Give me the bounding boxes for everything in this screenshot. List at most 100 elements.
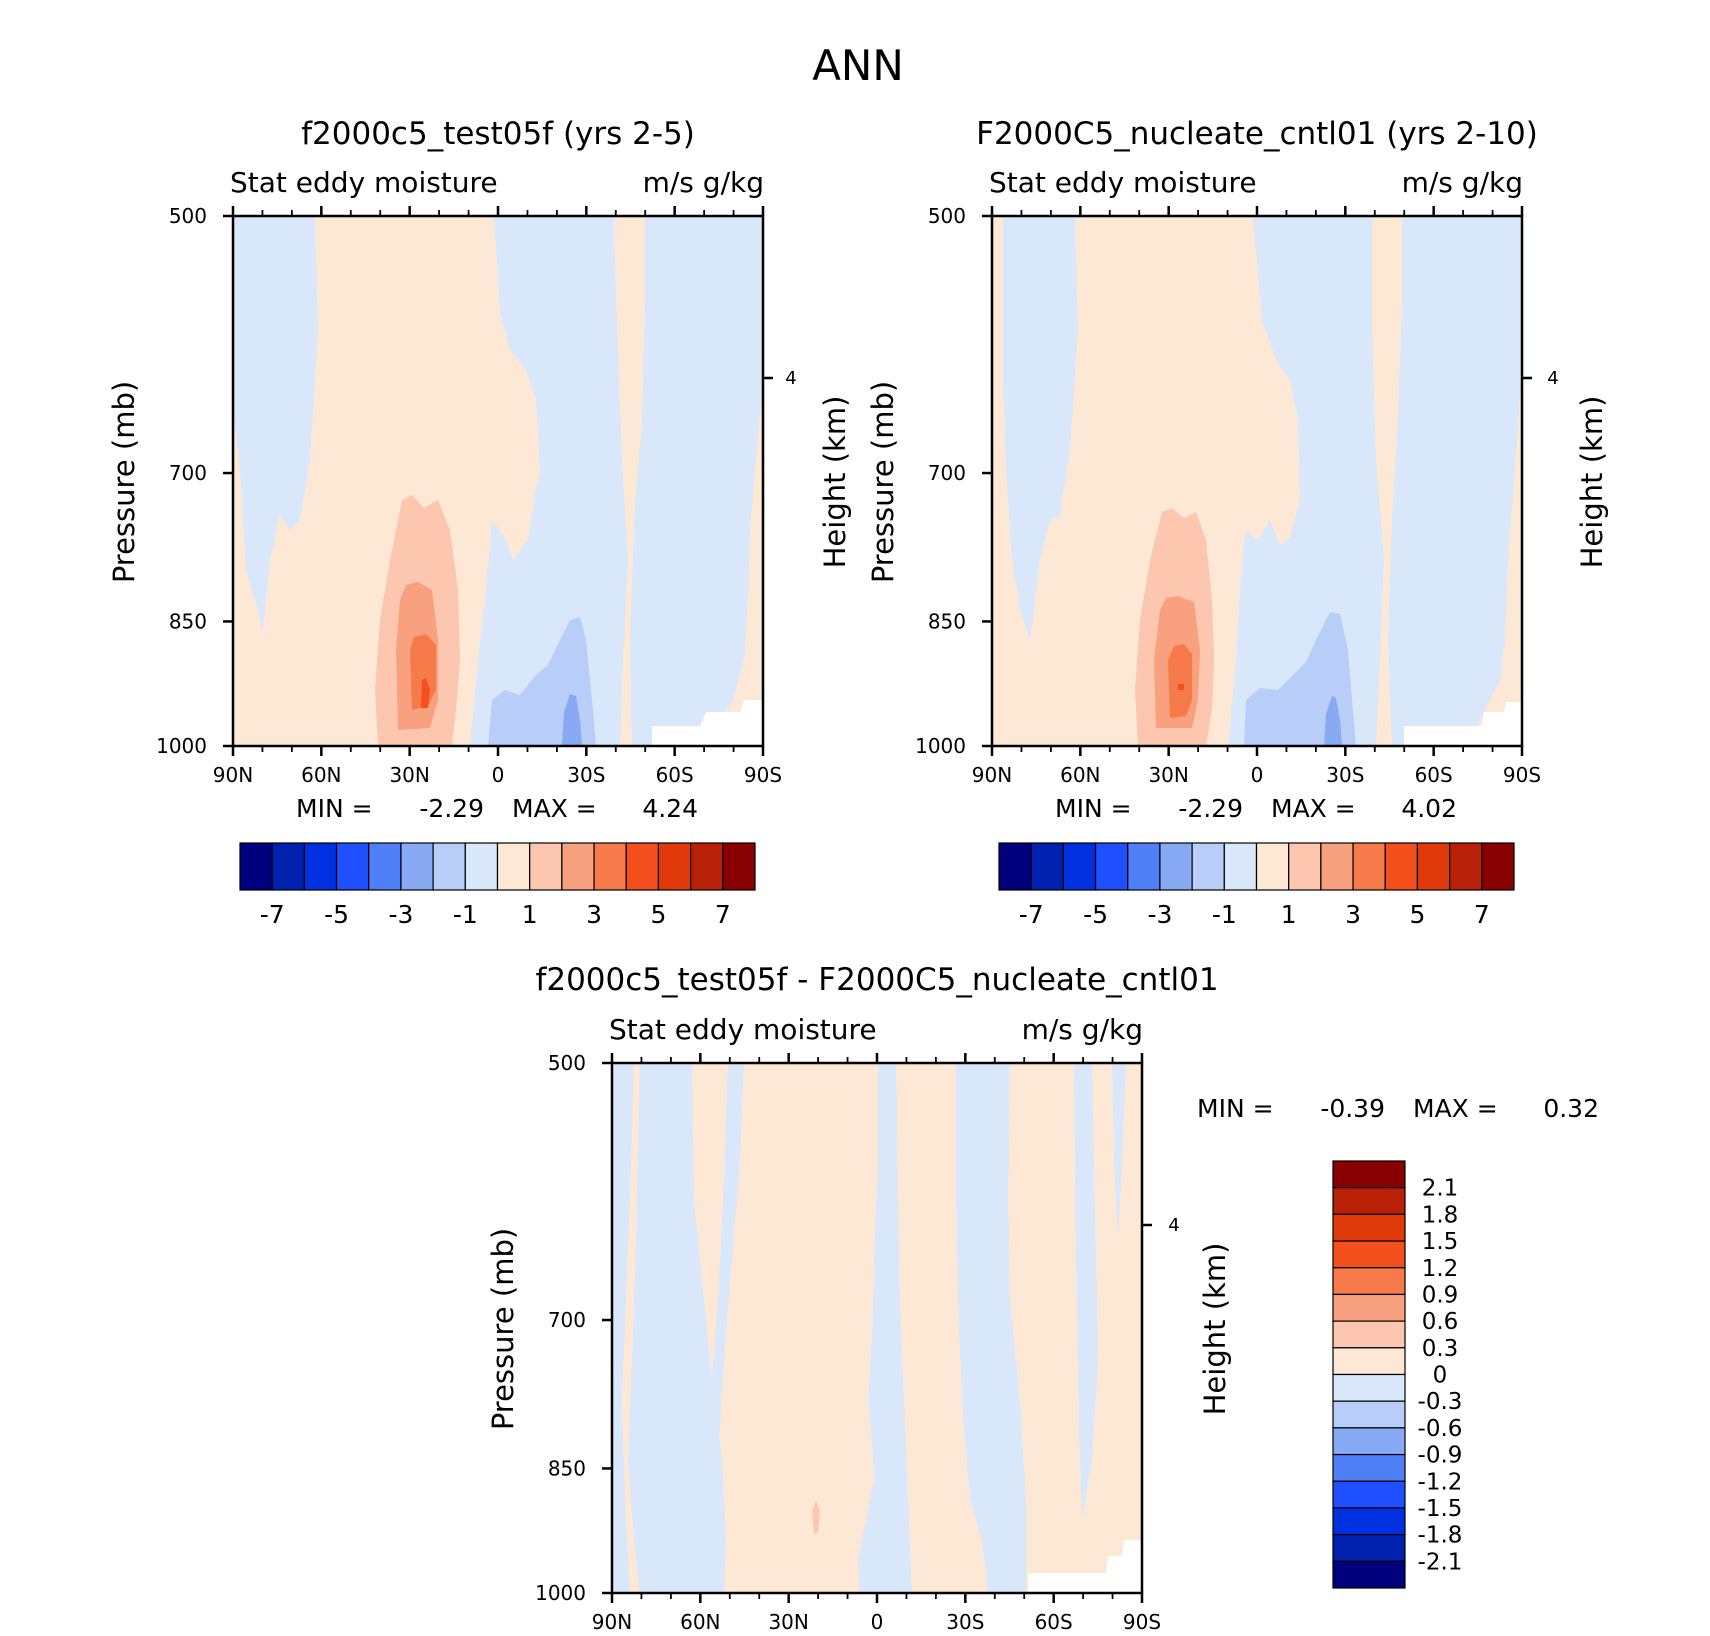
- x-tick-label: 90N: [972, 763, 1012, 787]
- panel-2-title: F2000C5_nucleate_cntl01 (yrs 2-10): [976, 116, 1538, 152]
- panel-3-negative-band-nh-mid: [628, 1063, 726, 1593]
- panel-1-y-ticks: 500 700 850 1000: [156, 204, 233, 758]
- colorbar-swatch: [1332, 1560, 1406, 1589]
- panel-2-variable-label: Stat eddy moisture: [989, 166, 1257, 199]
- colorbar-swatch: [1332, 1267, 1406, 1296]
- colorbar-swatch: [1332, 1534, 1406, 1562]
- colorbar-swatch: [1127, 842, 1161, 891]
- colorbar-swatch: [400, 842, 434, 891]
- colorbar-label: -0.9: [1418, 1443, 1463, 1469]
- colorbar-swatch: [1332, 1427, 1406, 1456]
- panel-3: f2000c5_test05f - F2000C5_nucleate_cntl0…: [486, 962, 1599, 1634]
- x-tick-label: 90N: [213, 763, 253, 787]
- x-tick-label: 0: [871, 1610, 884, 1634]
- panel-3-negative-band-85s: [1112, 1063, 1126, 1240]
- panel-2-units-label: m/s g/kg: [1402, 166, 1523, 199]
- colorbar-label: 1.5: [1422, 1229, 1459, 1255]
- x-tick-label: 60S: [1415, 763, 1453, 787]
- panel-3-height-axis: 4 Height (km): [1142, 1215, 1232, 1415]
- colorbar-label: 0.6: [1422, 1309, 1459, 1335]
- colorbar-label: -1.5: [1418, 1496, 1463, 1522]
- colorbar-swatch: [657, 842, 692, 891]
- x-tick-label: 60S: [656, 763, 694, 787]
- panel-1-max-text: MAX =: [512, 794, 597, 823]
- panel-1-units-label: m/s g/kg: [643, 166, 764, 199]
- panel-2-negative-region-sh: [1388, 216, 1522, 746]
- colorbar-swatch: [1332, 1320, 1406, 1349]
- panel-3-negative-band-eq: [858, 1063, 912, 1593]
- panel-3-max-value: 0.32: [1543, 1094, 1599, 1123]
- panel-1-colorbar: -7 -5 -3 -1 1 3 5 7: [239, 842, 756, 929]
- colorbar-label: -1.2: [1418, 1469, 1463, 1495]
- y-tick-label: 700: [548, 1308, 586, 1332]
- colorbar-swatch: [722, 842, 756, 891]
- colorbar-swatch: [690, 842, 724, 891]
- colorbar-label: 1.8: [1422, 1202, 1459, 1228]
- panel-3-y-axis-label: Pressure (mb): [486, 1228, 520, 1430]
- colorbar-swatch: [432, 842, 466, 891]
- colorbar-swatch: [593, 842, 627, 891]
- x-tick-label: 30S: [1326, 763, 1364, 787]
- colorbar-swatch: [1352, 842, 1386, 891]
- panel-1-fill-minus-2: [562, 694, 582, 746]
- panel-2-negative-region-tropics: [1228, 216, 1384, 746]
- panel-1-height-tick: 4: [785, 368, 796, 389]
- figure-title: ANN: [812, 41, 904, 90]
- panel-1-height-axis: 4 Height (km): [763, 368, 852, 568]
- panel-1: f2000c5_test05f (yrs 2-5) Stat eddy mois…: [107, 116, 852, 929]
- panel-2-max-text: MAX =: [1271, 794, 1356, 823]
- colorbar-swatch: [1384, 842, 1419, 891]
- panel-2-contours: [992, 216, 1522, 746]
- panel-3-variable-label: Stat eddy moisture: [609, 1013, 877, 1046]
- y-tick-label: 700: [169, 461, 207, 485]
- colorbar-label: -1: [453, 900, 478, 929]
- colorbar-swatch: [1062, 842, 1097, 891]
- x-tick-label: 90S: [744, 763, 782, 787]
- panel-1-min-value: -2.29: [419, 794, 484, 823]
- panel-3-title: f2000c5_test05f - F2000C5_nucleate_cntl0…: [535, 962, 1218, 998]
- panel-1-height-axis-label: Height (km): [818, 396, 852, 569]
- panel-1-variable-label: Stat eddy moisture: [230, 166, 498, 199]
- colorbar-label: -7: [1019, 900, 1044, 929]
- colorbar-label: -5: [324, 900, 349, 929]
- panel-1-x-ticks: 90N 60N 30N 0 30S 60S 90S: [213, 206, 782, 787]
- panel-3-height-axis-label: Height (km): [1198, 1243, 1232, 1416]
- colorbar-label: -2.1: [1418, 1549, 1463, 1575]
- x-tick-label: 60N: [680, 1610, 720, 1634]
- panel-3-colorbar: 2.11.81.51.20.90.60.30-0.3-0.6-0.9-1.2-1…: [1332, 1160, 1463, 1589]
- panel-1-title: f2000c5_test05f (yrs 2-5): [301, 116, 695, 152]
- colorbar-swatch: [1255, 842, 1290, 891]
- panel-3-max-text: MAX =: [1413, 1094, 1498, 1123]
- panel-1-missing-data: [652, 700, 763, 746]
- colorbar-label: 5: [650, 900, 666, 929]
- colorbar-swatch: [1332, 1480, 1406, 1509]
- colorbar-swatch: [1332, 1240, 1406, 1269]
- panel-3-height-tick: 4: [1168, 1215, 1179, 1236]
- panel-2-height-axis: 4 Height (km): [1522, 368, 1609, 568]
- panel-1-min-text: MIN =: [296, 794, 373, 823]
- x-tick-label: 90S: [1123, 1610, 1161, 1634]
- colorbar-label: 3: [586, 900, 602, 929]
- colorbar-swatch: [1332, 1453, 1406, 1482]
- colorbar-label: -3: [388, 900, 413, 929]
- y-tick-label: 1000: [156, 734, 207, 758]
- y-tick-label: 850: [169, 609, 207, 633]
- panel-2-max-value: 4.02: [1401, 794, 1457, 823]
- y-tick-label: 1000: [915, 734, 966, 758]
- y-tick-label: 850: [548, 1456, 586, 1480]
- colorbar-swatch: [625, 842, 660, 891]
- colorbar-swatch: [464, 842, 499, 891]
- colorbar-swatch: [1191, 842, 1225, 891]
- colorbar-label: 2.1: [1422, 1176, 1459, 1202]
- panel-3-fill-plus-1-spot: [812, 1500, 820, 1534]
- x-tick-label: 30N: [1148, 763, 1188, 787]
- colorbar-label: -1.8: [1418, 1523, 1463, 1549]
- colorbar-swatch: [561, 842, 595, 891]
- panel-2-negative-region-nh-polar: [1003, 216, 1078, 640]
- panel-2-missing-data: [1404, 702, 1522, 746]
- colorbar-swatch: [1449, 842, 1483, 891]
- panel-1-negative-region-nh-polar: [233, 216, 318, 635]
- colorbar-label: 1: [1281, 900, 1297, 929]
- x-tick-label: 30N: [389, 763, 429, 787]
- colorbar-label: -0.6: [1418, 1416, 1463, 1442]
